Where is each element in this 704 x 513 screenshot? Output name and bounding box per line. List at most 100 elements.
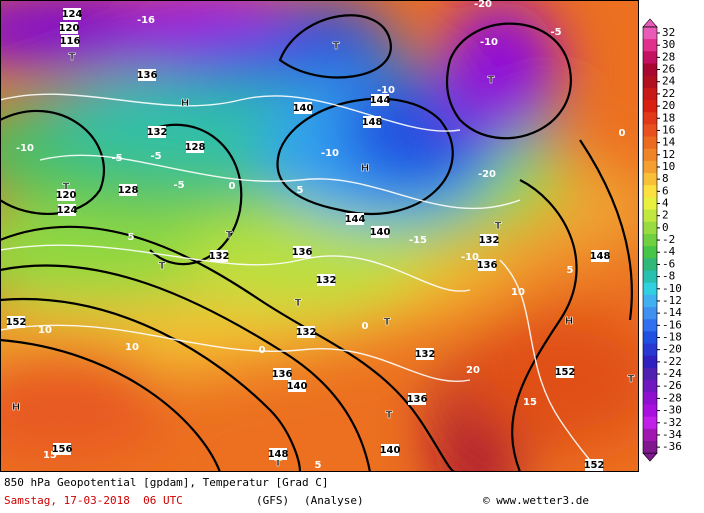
contour-label-bg [186, 141, 204, 153]
pressure-center: T [159, 261, 166, 272]
isotherm-label: 5 [315, 460, 322, 471]
isotherm-label: 0 [229, 181, 236, 192]
contour-label-bg [63, 8, 81, 20]
isotherm-label: -5 [550, 27, 561, 38]
contour-label-bg [61, 35, 79, 47]
isotherms [0, 93, 601, 472]
legend-label: -14 [662, 306, 682, 319]
contour-label-bg [478, 259, 496, 271]
contour-label-bg [346, 213, 364, 225]
contour-label-bg [585, 459, 603, 471]
contour-label-bg [556, 366, 574, 378]
contour-label: 120 [59, 23, 80, 34]
legend-swatch [643, 282, 657, 296]
legend-swatch [643, 39, 657, 52]
legend-swatch [643, 367, 657, 381]
contour-label: 140 [293, 103, 314, 114]
pressure-center: H [361, 163, 369, 174]
legend-label: -24 [662, 367, 682, 380]
isotherm-label: 10 [125, 342, 139, 353]
contour-label: 132 [479, 235, 500, 246]
pressure-center: T [226, 230, 233, 241]
pressure-center: T [386, 410, 393, 421]
isotherm-label: 15 [43, 450, 57, 461]
contour-label-bg [138, 69, 156, 81]
contour-label: 152 [584, 460, 605, 471]
footer-credit: © www.wetter3.de [483, 494, 589, 507]
contour-label-bg [371, 94, 389, 106]
legend-label: 6 [662, 184, 669, 197]
contour-label-bg [288, 380, 306, 392]
contour-label: 136 [272, 369, 293, 380]
contour-label-bg [293, 246, 311, 258]
legend-label: 18 [662, 111, 675, 124]
isotherm-label: -20 [478, 169, 496, 180]
isotherm-label: -16 [137, 15, 155, 26]
legend-label: -30 [662, 404, 682, 417]
isotherm-label: 10 [511, 287, 525, 298]
temperature-field [0, 0, 638, 472]
isotherm-label: -10 [377, 85, 395, 96]
isotherm-label: 0 [362, 321, 369, 332]
legend-label: -4 [662, 245, 676, 258]
legend-swatch [643, 343, 657, 357]
pressure-center: T [295, 298, 302, 309]
isotherm-label: -10 [321, 148, 339, 159]
legend-label: -6 [662, 257, 675, 270]
legend-swatch [643, 209, 657, 223]
legend-label: 20 [662, 99, 675, 112]
legend-label: -18 [662, 331, 682, 344]
legend-swatch [643, 87, 657, 101]
contour-label: 148 [268, 449, 289, 460]
legend-swatch [643, 99, 657, 113]
contour-label: 140 [370, 227, 391, 238]
contour-label: 132 [296, 327, 317, 338]
map-labels: T T T T T T T T T T T T H H H H -16 -10 -5 -5 -5 0 5 -10 -10 -15 -… [6, 0, 635, 471]
legend-label: 10 [662, 160, 675, 173]
isotherm-label: 5 [297, 185, 304, 196]
contour-label: 128 [185, 142, 206, 153]
contour-label-bg [60, 22, 78, 34]
isotherm-label: 5 [567, 265, 574, 276]
legend-swatch [643, 404, 657, 418]
pressure-center: T [488, 75, 495, 86]
isotherm-label: -10 [461, 252, 479, 263]
contour-label: 124 [62, 9, 83, 20]
contour-label-bg [148, 126, 166, 138]
legend-swatch [643, 294, 657, 308]
legend-label: -8 [662, 270, 675, 283]
isotherm-label: -10 [16, 143, 34, 154]
legend-swatch [643, 136, 657, 150]
contour-label: 148 [590, 251, 611, 262]
pressure-center: T [495, 221, 502, 232]
isotherm-label: 0 [259, 345, 266, 356]
legend-swatch [643, 124, 657, 138]
legend-swatch [643, 51, 657, 64]
contour-label: 120 [56, 190, 77, 201]
legend-swatch [643, 380, 657, 393]
legend-label: -10 [662, 282, 682, 295]
contour-label-bg [269, 448, 287, 460]
legend-swatch [643, 355, 657, 369]
legend-swatch [643, 392, 657, 405]
isotherm-label: -5 [150, 151, 161, 162]
contour-label: 136 [137, 70, 158, 81]
contour-label: 116 [60, 36, 81, 47]
legend-label: -20 [662, 343, 682, 356]
contour-label: 140 [380, 445, 401, 456]
contour-label-bg [53, 443, 71, 455]
legend-label: 12 [662, 148, 675, 161]
map: T T T T T T T T T T T T H H H H -16 -10 -5 -5 -5 0 5 -10 -10 -15 -… [0, 0, 682, 472]
legend-label: 32 [662, 26, 675, 39]
legend-label: 22 [662, 87, 675, 100]
contour-label-bg [363, 116, 381, 128]
legend-arrow-bottom [642, 452, 658, 462]
contour-label: 152 [555, 367, 576, 378]
map-frame [0, 0, 639, 472]
isotherm-label: 0 [619, 128, 626, 139]
legend-swatch [643, 75, 657, 89]
contour-label-bg [297, 326, 315, 338]
contour-label: 140 [287, 381, 308, 392]
footer-date: Samstag, 17-03-2018 06 UTC [4, 494, 183, 507]
legend-swatch [643, 270, 657, 284]
